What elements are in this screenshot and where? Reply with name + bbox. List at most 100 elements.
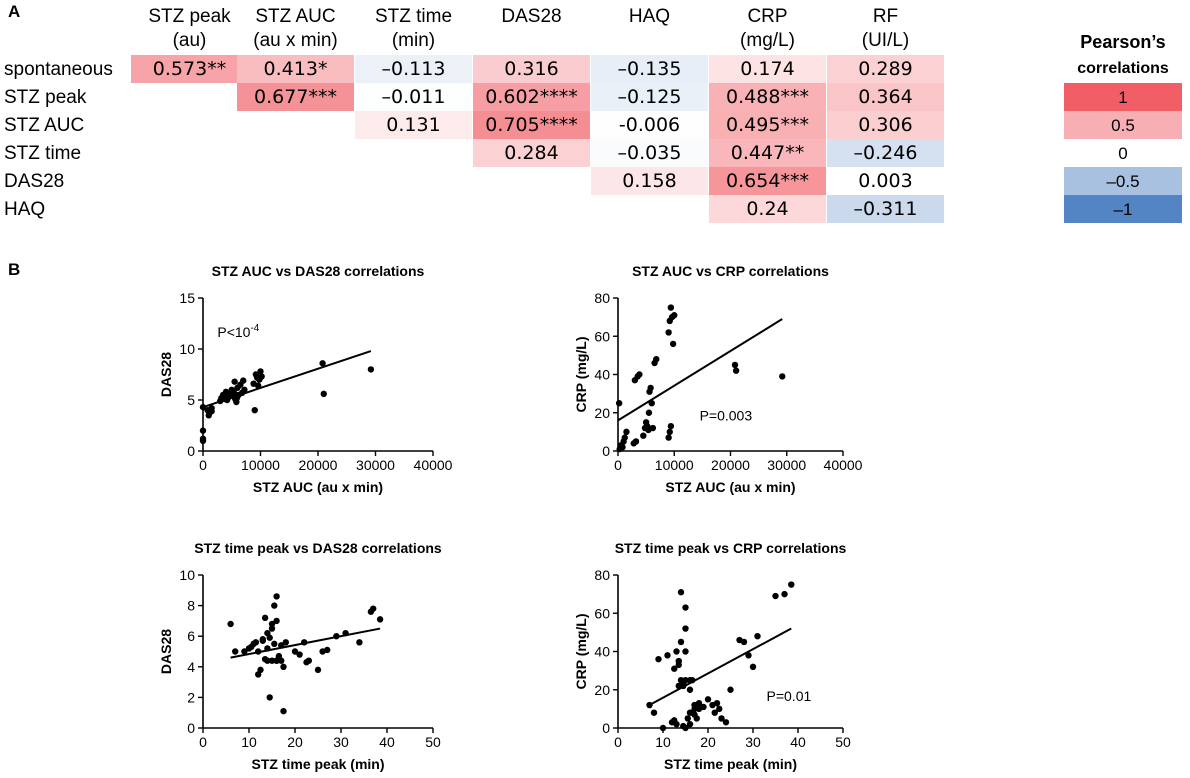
data-point bbox=[682, 604, 689, 611]
data-point bbox=[258, 373, 265, 380]
p-value-annotation: P=0.01 bbox=[767, 688, 812, 704]
heatmap-cell-value: –0.135 bbox=[618, 58, 682, 80]
data-point bbox=[640, 432, 647, 439]
heatmap-cell-value: 0.131 bbox=[386, 114, 440, 136]
y-tick-label: 15 bbox=[179, 290, 195, 306]
data-point bbox=[251, 407, 258, 414]
data-point bbox=[261, 614, 269, 622]
heatmap-cell bbox=[709, 139, 826, 167]
heatmap-cell-value: 0.24 bbox=[746, 198, 788, 220]
y-axis-label: CRP (mg/L) bbox=[573, 337, 589, 413]
y-axis-label: CRP (mg/L) bbox=[573, 614, 589, 690]
x-axis-label: STZ time peak (min) bbox=[664, 756, 797, 772]
data-point bbox=[257, 368, 264, 375]
y-tick-label: 8 bbox=[187, 598, 195, 614]
heatmap-cell-value: 0.602**** bbox=[485, 86, 577, 108]
data-point bbox=[615, 399, 623, 407]
heatmap-cell-value: 0.413* bbox=[264, 58, 328, 80]
data-point bbox=[305, 657, 312, 664]
data-point bbox=[649, 424, 657, 432]
column-header-unit-0: (au) bbox=[173, 30, 207, 51]
data-point bbox=[342, 629, 349, 637]
y-tick-label: 80 bbox=[594, 567, 610, 583]
y-tick-label: 0 bbox=[187, 443, 195, 459]
heatmap-cell-value: -0.006 bbox=[619, 114, 680, 136]
data-point bbox=[650, 709, 658, 716]
x-tick-label: 50 bbox=[425, 734, 441, 750]
data-point bbox=[301, 639, 308, 646]
plot-title: STZ AUC vs CRP correlations bbox=[632, 263, 829, 279]
data-point bbox=[273, 617, 280, 625]
heatmap-cell bbox=[355, 83, 472, 111]
x-tick-label: 20 bbox=[287, 734, 303, 750]
heatmap-cell bbox=[473, 83, 590, 111]
data-point bbox=[659, 724, 667, 732]
x-tick-label: 30 bbox=[745, 734, 761, 750]
data-point bbox=[257, 666, 264, 674]
column-header-unit-5: (mg/L) bbox=[740, 30, 795, 51]
x-tick-label: 10 bbox=[241, 734, 257, 750]
column-header-unit-2: (min) bbox=[392, 30, 435, 51]
heatmap-cell bbox=[709, 55, 826, 83]
x-tick-label: 0 bbox=[199, 457, 207, 473]
column-header-3: DAS28 bbox=[501, 6, 561, 27]
heatmap-cell bbox=[827, 111, 944, 139]
heatmap-cell-value: 0.284 bbox=[504, 142, 558, 164]
data-point bbox=[278, 657, 285, 664]
x-tick-label: 40 bbox=[790, 734, 806, 750]
data-point bbox=[740, 638, 748, 646]
heatmap-cell bbox=[709, 83, 826, 111]
y-tick-label: 40 bbox=[594, 367, 610, 383]
data-point bbox=[675, 661, 682, 669]
row-label-1: STZ peak bbox=[4, 87, 87, 108]
data-point bbox=[199, 427, 207, 434]
x-tick-label: 30 bbox=[333, 734, 349, 750]
data-point bbox=[199, 437, 207, 444]
data-point bbox=[320, 390, 327, 398]
legend-value: –1 bbox=[1114, 200, 1133, 219]
y-tick-label: 60 bbox=[594, 328, 610, 344]
data-point bbox=[273, 593, 280, 600]
data-point bbox=[271, 640, 278, 648]
data-point bbox=[255, 382, 262, 389]
data-point bbox=[324, 646, 331, 654]
data-point bbox=[671, 312, 678, 319]
data-point bbox=[666, 428, 673, 436]
x-tick-label: 10000 bbox=[241, 457, 280, 473]
scatter-plot-4: STZ time peak vs CRP correlations 0 10 20 30… bbox=[573, 540, 851, 772]
legend-value: 0 bbox=[1118, 144, 1127, 163]
heatmap-cell-value: –0.011 bbox=[382, 86, 446, 108]
data-point bbox=[259, 637, 266, 644]
y-tick-label: 80 bbox=[594, 290, 610, 306]
row-label-5: HAQ bbox=[4, 199, 45, 220]
regression-line bbox=[649, 627, 792, 706]
data-point bbox=[199, 403, 207, 411]
heatmap-cell-value: 0.158 bbox=[622, 170, 676, 192]
data-point bbox=[367, 366, 375, 373]
data-point bbox=[754, 633, 761, 640]
data-point bbox=[356, 639, 363, 646]
column-header-0: STZ peak bbox=[148, 6, 231, 27]
data-point bbox=[664, 652, 671, 659]
data-point bbox=[716, 705, 723, 713]
y-tick-label: 10 bbox=[179, 567, 195, 583]
x-tick-label: 0 bbox=[614, 734, 622, 750]
heatmap-cell-value: 0.316 bbox=[504, 58, 558, 80]
data-point bbox=[653, 356, 660, 363]
data-point bbox=[268, 625, 276, 632]
heatmap-cell bbox=[591, 55, 708, 83]
data-point bbox=[296, 651, 303, 658]
column-header-unit-1: (au x min) bbox=[253, 30, 337, 51]
legend-swatch bbox=[1064, 167, 1182, 195]
heatmap-cell bbox=[709, 111, 826, 139]
heatmap-cell-value: 0.488*** bbox=[726, 86, 809, 108]
y-axis-label: DAS28 bbox=[158, 629, 174, 674]
x-axis-label: STZ time peak (min) bbox=[251, 756, 384, 772]
heatmap-cell-value: 0.495*** bbox=[726, 114, 809, 136]
heatmap-cell-value: 0.677*** bbox=[254, 86, 337, 108]
plot-title: STZ time peak vs DAS28 correlations bbox=[194, 540, 442, 556]
y-tick-label: 5 bbox=[187, 392, 195, 408]
x-tick-label: 0 bbox=[199, 734, 207, 750]
data-point bbox=[619, 443, 626, 451]
data-point bbox=[232, 648, 239, 655]
